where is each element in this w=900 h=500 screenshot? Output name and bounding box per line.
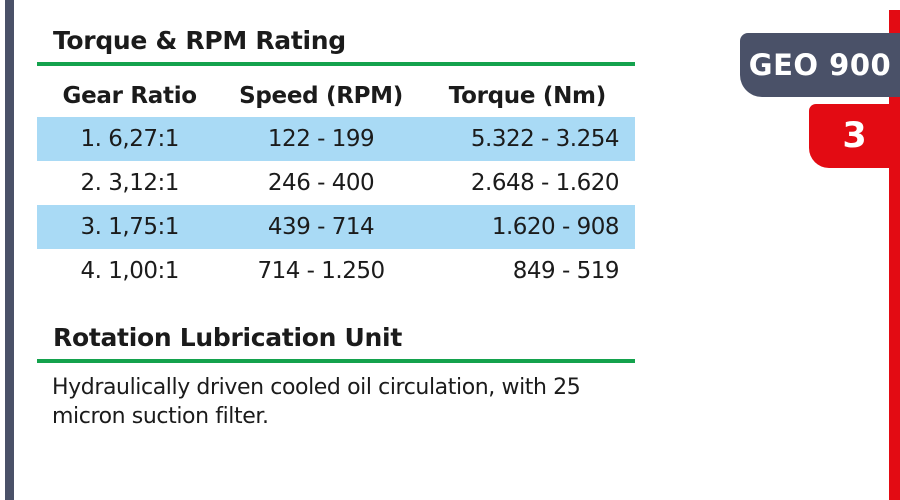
gear-ratio-header: Gear Ratio (62, 82, 198, 109)
lubrication-section-title: Rotation Lubrication Unit (53, 323, 402, 352)
lubrication-section-divider (37, 359, 635, 363)
speed-cell: 439 - 714 (267, 214, 375, 240)
lubrication-description-line: Hydraulically driven cooled oil circulat… (52, 375, 581, 400)
lubrication-description: Hydraulically driven cooled oil circulat… (37, 373, 635, 431)
lubrication-section: Rotation Lubrication Unit Hydraulically … (37, 323, 635, 431)
table-row: 3. 1,75:1 439 - 714 1.620 - 908 (37, 205, 635, 249)
gear-ratio-cell: 4. 1,00:1 (80, 258, 180, 284)
gear-ratio-cell: 1. 6,27:1 (80, 126, 180, 152)
table-header-row: Gear Ratio Speed (RPM) Torque (Nm) (37, 74, 635, 117)
torque-cell: 1.620 - 908 (491, 214, 620, 240)
gear-ratio-cell: 3. 1,75:1 (80, 214, 180, 240)
gear-ratio-cell: 2. 3,12:1 (80, 170, 180, 196)
table-row: 4. 1,00:1 714 - 1.250 849 - 519 (37, 249, 635, 293)
torque-cell: 849 - 519 (512, 258, 620, 284)
speed-cell: 246 - 400 (267, 170, 375, 196)
table-row: 1. 6,27:1 122 - 199 5.322 - 3.254 (37, 117, 635, 161)
torque-cell: 2.648 - 1.620 (470, 170, 620, 196)
page-number-label: 3 (842, 116, 867, 156)
table-row: 2. 3,12:1 246 - 400 2.648 - 1.620 (37, 161, 635, 205)
model-badge-label: GEO 900 (748, 48, 892, 82)
left-accent-bar (5, 0, 14, 500)
content-column: Torque & RPM Rating Gear Ratio Speed (RP… (37, 0, 635, 431)
torque-section: Torque & RPM Rating Gear Ratio Speed (RP… (37, 26, 635, 293)
torque-section-title: Torque & RPM Rating (53, 26, 346, 55)
speed-cell: 714 - 1.250 (257, 258, 385, 284)
speed-header: Speed (RPM) (239, 82, 403, 109)
model-badge: GEO 900 (740, 33, 900, 97)
torque-rpm-table: Gear Ratio Speed (RPM) Torque (Nm) 1. 6,… (37, 74, 635, 293)
torque-header: Torque (Nm) (448, 82, 606, 109)
lubrication-description-line: micron suction filter. (52, 404, 269, 429)
speed-cell: 122 - 199 (267, 126, 375, 152)
page-number-badge: 3 (809, 104, 900, 168)
torque-section-divider (37, 62, 635, 66)
torque-cell: 5.322 - 3.254 (470, 126, 620, 152)
right-accent-bar (889, 10, 900, 500)
